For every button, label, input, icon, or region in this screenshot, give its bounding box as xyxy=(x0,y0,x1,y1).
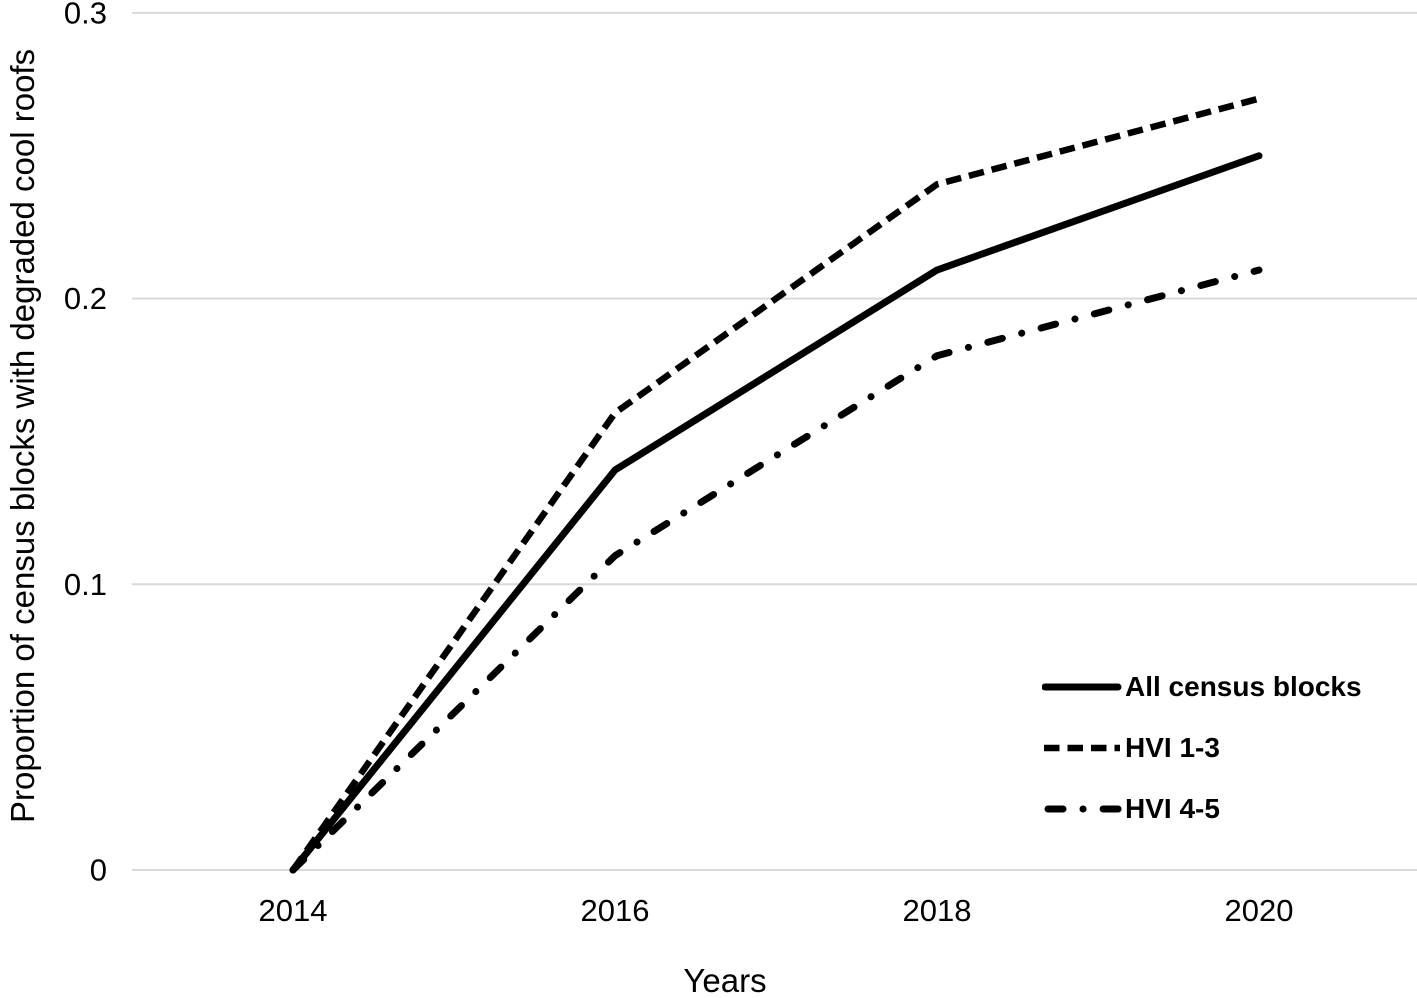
legend: All census blocks HVI 1-3 HVI 4-5 xyxy=(1042,666,1362,849)
legend-label: HVI 4-5 xyxy=(1125,793,1220,824)
legend-label: HVI 1-3 xyxy=(1125,732,1220,763)
svg-text:2014: 2014 xyxy=(259,893,328,928)
dashdot-line-swatch xyxy=(1044,805,1122,813)
solid-line-swatch xyxy=(1042,683,1122,691)
legend-label: All census blocks xyxy=(1125,671,1362,702)
svg-text:2018: 2018 xyxy=(903,893,972,928)
y-axis-title: Proportion of census blocks with degrade… xyxy=(4,48,41,824)
svg-text:0.1: 0.1 xyxy=(64,567,107,602)
svg-text:0: 0 xyxy=(90,853,107,888)
legend-item-hvi-4-5: HVI 4-5 xyxy=(1042,788,1362,830)
dashed-line-swatch xyxy=(1044,744,1120,752)
x-axis-title: Years xyxy=(683,962,767,998)
svg-text:0.2: 0.2 xyxy=(64,281,107,316)
svg-text:2016: 2016 xyxy=(581,893,650,928)
legend-item-hvi-1-3: HVI 1-3 xyxy=(1042,727,1362,769)
legend-item-all-census-blocks: All census blocks xyxy=(1042,666,1362,708)
svg-text:2020: 2020 xyxy=(1225,893,1294,928)
svg-text:0.3: 0.3 xyxy=(64,0,107,30)
